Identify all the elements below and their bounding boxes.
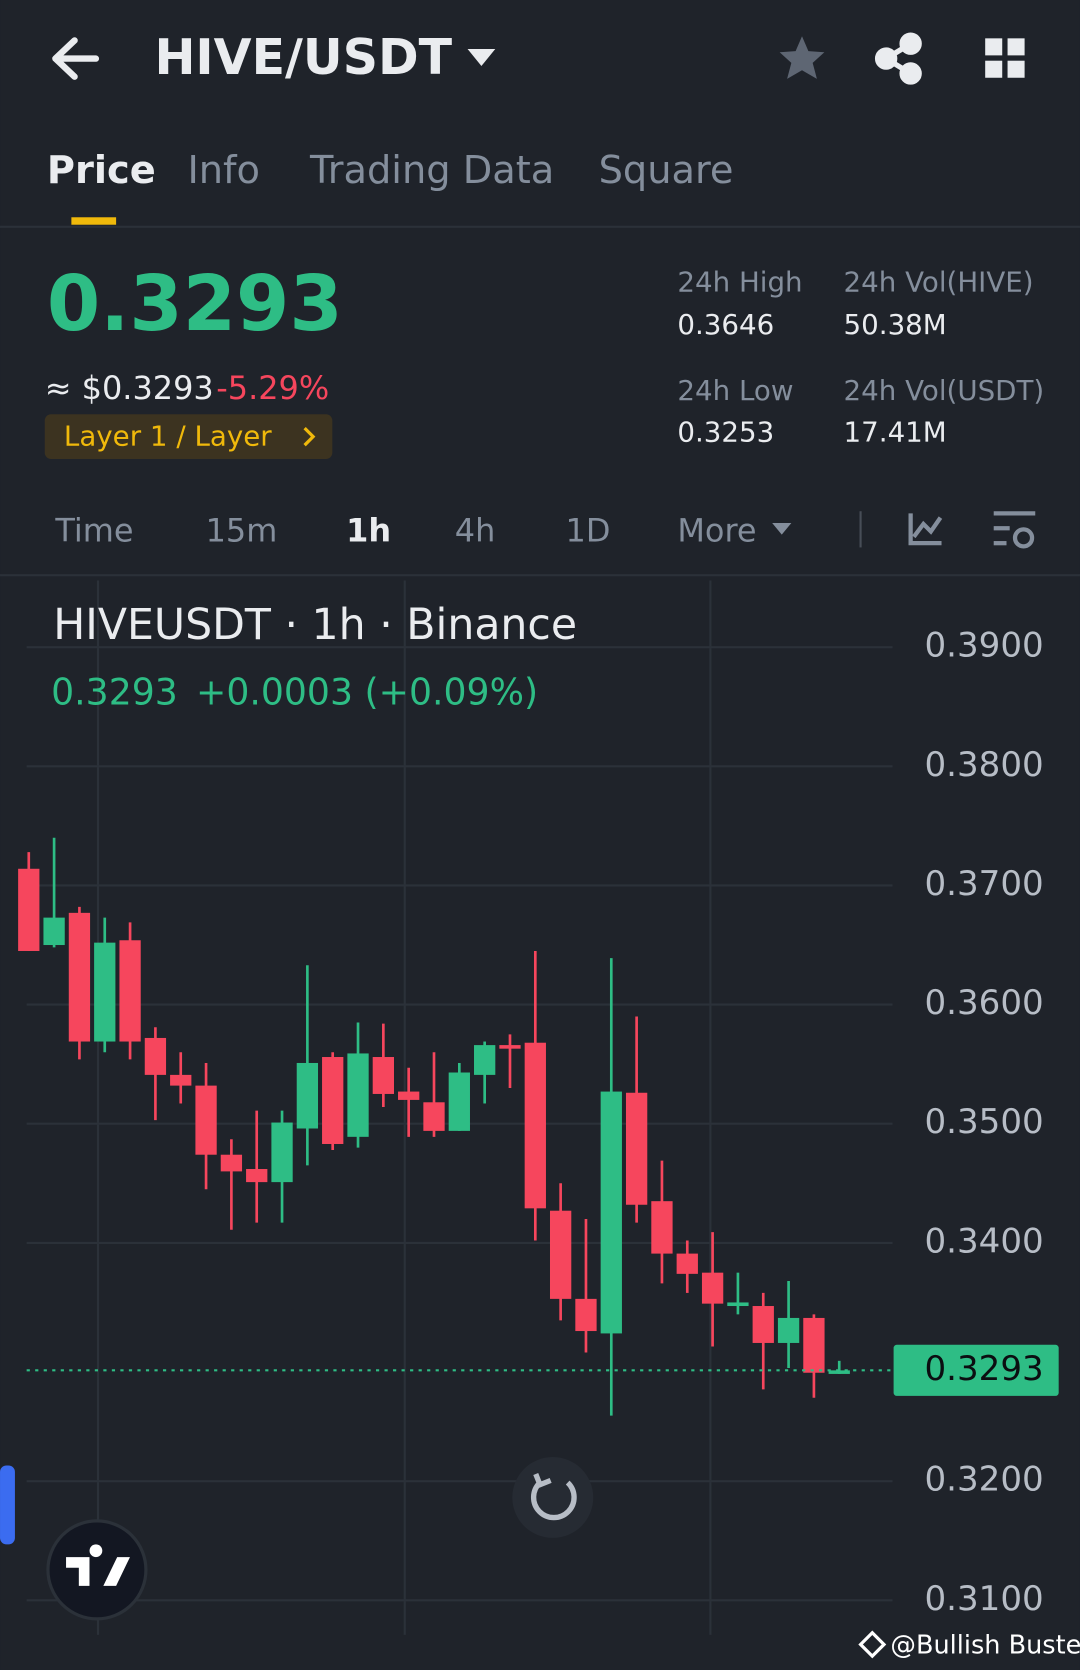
timeframe[interactable]: More (677, 512, 756, 550)
last-price-badge (893, 1344, 1059, 1396)
pair-dropdown[interactable] (467, 48, 496, 67)
candle-body (600, 1091, 622, 1334)
stat-label: 24h Vol(USDT) (844, 374, 1045, 407)
side-handle[interactable] (0, 1465, 15, 1545)
tradingview-logo[interactable] (46, 1519, 148, 1621)
tag-arrow (303, 427, 316, 447)
chart-title: HIVEUSDT · 1h · Binance (53, 600, 577, 650)
candle-body (524, 1042, 546, 1209)
tab[interactable]: Info (187, 148, 260, 193)
candle-body (296, 1062, 319, 1129)
candle-body (18, 868, 40, 951)
candle-body (43, 917, 65, 946)
candle-body (777, 1317, 800, 1343)
y-tick-label: 0.3500 (924, 1102, 1043, 1142)
candle-body (474, 1045, 496, 1075)
candle-body (271, 1122, 293, 1183)
candle-body (549, 1210, 572, 1299)
candle-body (347, 1053, 369, 1137)
more-dropdown[interactable] (772, 522, 792, 535)
price-change: -5.29% (216, 369, 329, 407)
candle-body (499, 1045, 521, 1049)
stat-label: 24h Low (677, 374, 793, 407)
candle-body (68, 912, 91, 1042)
y-tick-label: 0.3800 (924, 745, 1043, 785)
candle-body (119, 940, 141, 1042)
stat-value: 0.3253 (677, 415, 774, 448)
candle-body (220, 1154, 243, 1172)
candle-body (651, 1201, 673, 1254)
menu-icon[interactable] (985, 38, 1025, 78)
last-price-label: 0.3293 (924, 1349, 1043, 1389)
tab[interactable]: Trading Data (309, 148, 554, 193)
chart: 0.3900 0.3800 0.3700 0.3600 0.3500 0.3400 0.32… (18, 580, 1059, 1635)
stat-value: 0.3646 (677, 308, 774, 341)
candle-body (246, 1169, 268, 1183)
timeframe[interactable]: 15m (206, 512, 278, 550)
timeframe[interactable]: 4h (455, 512, 496, 550)
settings-icon[interactable] (993, 511, 1036, 549)
tab-indicator (71, 217, 117, 225)
candle-body (423, 1102, 445, 1131)
candle-body (803, 1317, 825, 1373)
candle-body (828, 1370, 850, 1374)
y-tick-label: 0.3600 (924, 983, 1043, 1023)
y-tick-label: 0.3900 (924, 626, 1043, 666)
favorite-icon[interactable] (779, 36, 825, 79)
timeframe[interactable]: 1h (346, 512, 391, 550)
legend-change: +0.0003 (+0.09%) (196, 670, 538, 713)
share-icon[interactable] (874, 32, 922, 85)
stat-value: 17.41M (844, 415, 947, 448)
candle-body (676, 1253, 698, 1274)
candle-body (94, 942, 116, 1042)
reset-button[interactable] (512, 1456, 594, 1538)
back-button[interactable] (52, 37, 100, 80)
reset-icon (531, 1473, 577, 1521)
candle-body (625, 1092, 648, 1205)
candle-body (398, 1091, 420, 1100)
y-tick-label: 0.3400 (924, 1221, 1043, 1261)
tab[interactable]: Square (599, 148, 734, 193)
tab[interactable]: Price (47, 148, 156, 193)
indicator-icon[interactable] (908, 513, 943, 546)
candle-body (727, 1302, 749, 1307)
candle-body (322, 1057, 344, 1144)
tag-chip[interactable] (44, 414, 333, 460)
y-tick-label: 0.3100 (924, 1579, 1043, 1619)
stat-label: 24h Vol(HIVE) (844, 265, 1034, 298)
pair-title[interactable]: HIVE/USDT (154, 29, 452, 86)
candle-body (144, 1037, 167, 1075)
y-tick-label: 0.3200 (924, 1460, 1043, 1500)
watermark: @Bullish Buster (890, 1631, 1080, 1661)
candle-body (701, 1272, 724, 1304)
timeframe[interactable]: Time (54, 512, 133, 550)
stat-value: 50.38M (844, 308, 947, 341)
candle-body (170, 1074, 192, 1086)
stat-label: 24h High (677, 265, 802, 298)
candle-body (448, 1072, 470, 1131)
watermark-icon (858, 1630, 887, 1659)
timeframe[interactable]: 1D (566, 512, 611, 550)
candle-body (752, 1306, 774, 1343)
tradingview-mark (66, 1544, 130, 1586)
y-tick-label: 0.3700 (924, 864, 1043, 904)
candle-body (575, 1298, 597, 1332)
usd-price: ≈ $0.3293 (45, 369, 214, 407)
last-price: 0.3293 (47, 260, 343, 349)
candle-body (372, 1057, 395, 1094)
legend-price: 0.3293 (51, 670, 178, 713)
tag-label[interactable]: Layer 1 / Layer (64, 420, 272, 453)
candle-body (195, 1085, 217, 1155)
